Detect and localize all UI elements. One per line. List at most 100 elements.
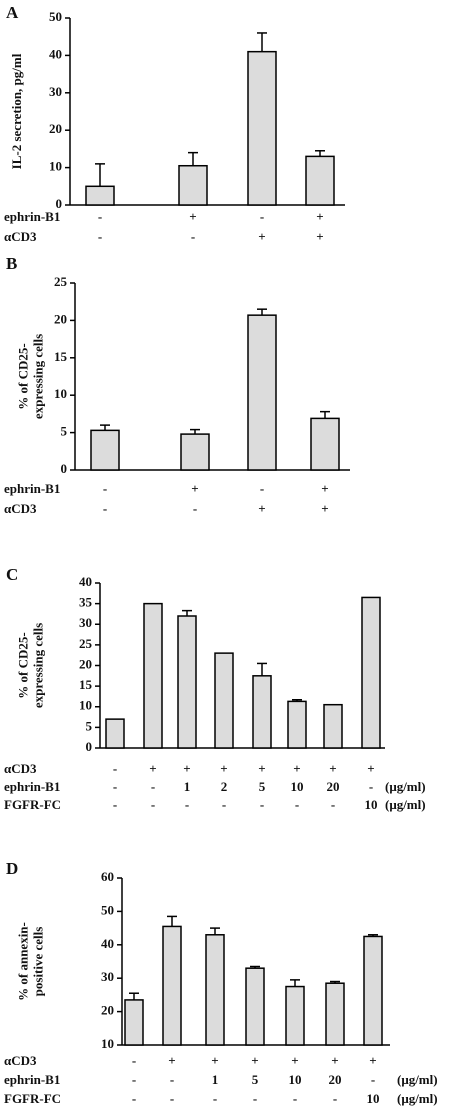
- condition-value: -: [170, 1091, 174, 1106]
- condition-value: -: [132, 1091, 136, 1106]
- condition-value: -: [222, 797, 226, 812]
- condition-unit: (μg/ml): [385, 797, 426, 812]
- condition-value: -: [170, 1072, 174, 1087]
- y-tick-label: 30: [79, 615, 92, 630]
- condition-value: +: [367, 761, 374, 776]
- condition-name: αCD3: [4, 761, 37, 776]
- y-tick-label: 20: [79, 656, 92, 671]
- bar: [287, 700, 307, 749]
- y-tick-label: 40: [79, 574, 92, 589]
- bar: [247, 314, 277, 471]
- bar: [245, 967, 265, 1046]
- condition-value: -: [103, 501, 107, 516]
- condition-value: +: [316, 229, 323, 244]
- condition-value: -: [213, 1091, 217, 1106]
- condition-name: αCD3: [4, 501, 37, 516]
- condition-unit: (μg/ml): [385, 779, 426, 794]
- y-tick-label: 25: [79, 636, 93, 651]
- condition-name: ephrin-B1: [4, 1072, 60, 1087]
- condition-value: +: [220, 761, 227, 776]
- condition-name: ephrin-B1: [4, 779, 60, 794]
- panel-label: D: [6, 859, 18, 878]
- condition-value: -: [193, 501, 197, 516]
- condition-value: +: [183, 761, 190, 776]
- condition-value: -: [295, 797, 299, 812]
- condition-value: +: [369, 1053, 376, 1068]
- condition-value: +: [189, 209, 196, 224]
- condition-value: 5: [259, 779, 266, 794]
- condition-value: -: [103, 481, 107, 496]
- condition-name: FGFR-FC: [4, 1091, 61, 1106]
- bar: [205, 934, 225, 1046]
- condition-unit: (μg/ml): [397, 1072, 438, 1087]
- condition-value: +: [258, 761, 265, 776]
- y-tick-label: 30: [101, 969, 114, 984]
- condition-value: 1: [212, 1072, 219, 1087]
- condition-value: +: [191, 481, 198, 496]
- y-tick-label: 15: [54, 349, 68, 364]
- bar: [178, 164, 208, 206]
- condition-value: +: [329, 761, 336, 776]
- condition-value: 20: [327, 779, 340, 794]
- condition-value: +: [291, 1053, 298, 1068]
- bar: [214, 652, 234, 749]
- bar: [325, 982, 345, 1046]
- condition-value: -: [293, 1091, 297, 1106]
- panel-label: B: [6, 254, 17, 273]
- condition-value: 1: [184, 779, 191, 794]
- y-tick-label: 0: [56, 196, 63, 211]
- y-tick-label: 5: [61, 424, 68, 439]
- y-tick-label: 20: [49, 121, 62, 136]
- bar: [305, 155, 335, 206]
- bar: [310, 417, 340, 471]
- bar: [124, 999, 144, 1046]
- y-tick-label: 60: [101, 869, 114, 884]
- bar: [143, 602, 163, 749]
- condition-value: +: [258, 501, 265, 516]
- condition-value: -: [260, 797, 264, 812]
- condition-value: -: [253, 1091, 257, 1106]
- condition-value: -: [98, 229, 102, 244]
- y-axis-label: expressing cells: [30, 334, 45, 419]
- condition-name: FGFR-FC: [4, 797, 61, 812]
- condition-value: +: [258, 229, 265, 244]
- bar: [285, 985, 305, 1046]
- y-tick-label: 10: [49, 159, 62, 174]
- condition-value: 10: [291, 779, 304, 794]
- y-tick-label: 10: [54, 386, 67, 401]
- y-tick-label: 40: [49, 46, 62, 61]
- condition-value: +: [321, 501, 328, 516]
- y-tick-label: 15: [79, 677, 93, 692]
- panel-label: C: [6, 565, 18, 584]
- y-axis-label: expressing cells: [30, 623, 45, 708]
- condition-value: +: [321, 481, 328, 496]
- condition-value: -: [331, 797, 335, 812]
- y-tick-label: 35: [79, 595, 93, 610]
- bar: [180, 433, 210, 471]
- bar: [105, 718, 125, 749]
- y-tick-label: 5: [86, 718, 93, 733]
- y-tick-label: 25: [54, 274, 68, 289]
- condition-value: -: [260, 209, 264, 224]
- condition-value: -: [132, 1053, 136, 1068]
- condition-value: +: [149, 761, 156, 776]
- bar: [90, 429, 120, 471]
- condition-value: -: [151, 797, 155, 812]
- condition-unit: (μg/ml): [397, 1091, 438, 1106]
- condition-value: -: [113, 779, 117, 794]
- bar: [162, 925, 182, 1046]
- y-tick-label: 10: [101, 1036, 114, 1051]
- y-tick-label: 0: [61, 461, 68, 476]
- condition-value: -: [371, 1072, 375, 1087]
- bar: [361, 596, 381, 749]
- condition-value: 10: [367, 1091, 380, 1106]
- condition-value: +: [251, 1053, 258, 1068]
- bar: [323, 703, 343, 749]
- y-axis-label: % of annexin-: [15, 922, 30, 1001]
- condition-value: 5: [252, 1072, 259, 1087]
- bar: [177, 615, 197, 749]
- bar: [85, 185, 115, 206]
- y-axis-label: % of CD25-: [15, 343, 30, 409]
- condition-value: +: [293, 761, 300, 776]
